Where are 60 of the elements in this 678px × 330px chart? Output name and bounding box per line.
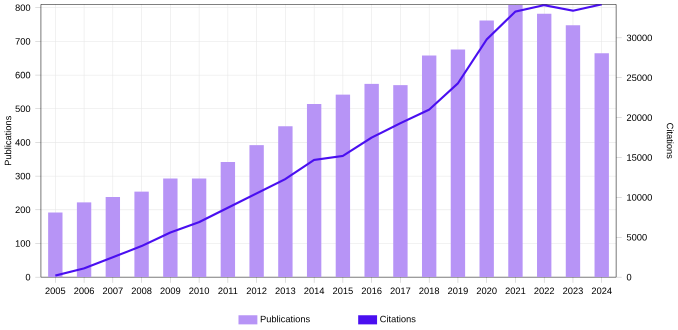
legend-label: Citations [380,316,416,323]
bar [278,126,293,278]
x-tick-label: 2018 [419,288,440,294]
y-tick-label: 100 [16,240,30,247]
y2-tick-label: 30000 [626,34,652,42]
x-tick-label: 2020 [476,288,497,294]
bar [192,178,206,278]
y-tick-label: 600 [16,72,30,79]
bar [450,50,466,278]
y2-tick-label: 10000 [627,194,652,201]
y2-tick-label: 5000 [626,234,647,241]
y-axis-title: Publications [4,116,12,166]
x-tick-label: 2024 [592,288,612,294]
bar [306,104,322,278]
x-tick-label: 2021 [506,288,526,294]
y-tick-label: 400 [15,139,30,146]
x-tick-label: 2014 [304,288,324,294]
x-tick-label: 2011 [218,288,238,294]
y-tick-label: 500 [15,106,30,112]
x-tick-label: 2019 [448,288,468,294]
x-tick-label: 2013 [276,288,296,294]
y2-tick-label: 15000 [627,154,652,162]
legend-label: Publications [260,316,310,323]
bar [422,56,436,278]
bar [393,85,408,278]
y-tick-label: 0 [26,274,30,281]
x-tick-label: 2007 [102,288,123,294]
y-tick-label: 700 [16,38,30,45]
x-tick-label: 2023 [563,288,583,294]
bar [566,25,580,278]
x-tick-label: 2022 [534,288,554,294]
bar [249,145,264,278]
x-tick-label: 2012 [246,288,266,294]
bar [134,192,149,278]
bar [537,14,552,278]
bar [163,178,178,278]
bar [594,53,609,278]
x-tick-label: 2006 [74,288,94,294]
x-tick-label: 2009 [160,288,180,294]
y2-tick-label: 0 [626,274,632,281]
y-tick-label: 300 [15,173,30,180]
y2-tick-label: 20000 [626,114,652,122]
y2-axis-title: Citations [666,123,674,159]
y2-tick-label: 25000 [626,74,652,82]
x-tick-label: 2010 [189,288,210,294]
bar [508,5,523,278]
x-tick-label: 2016 [362,288,382,294]
bar [336,94,350,278]
x-tick-label: 2017 [390,288,410,294]
bar [480,20,494,278]
bar [106,197,120,278]
x-tick-label: 2005 [45,288,66,294]
y-tick-label: 200 [16,206,30,214]
bar [76,202,92,278]
x-tick-label: 2008 [132,288,152,294]
bar [48,212,63,278]
bar [364,84,379,278]
y-tick-label: 800 [15,4,30,12]
x-tick-label: 2015 [333,288,353,294]
bar [220,162,236,278]
